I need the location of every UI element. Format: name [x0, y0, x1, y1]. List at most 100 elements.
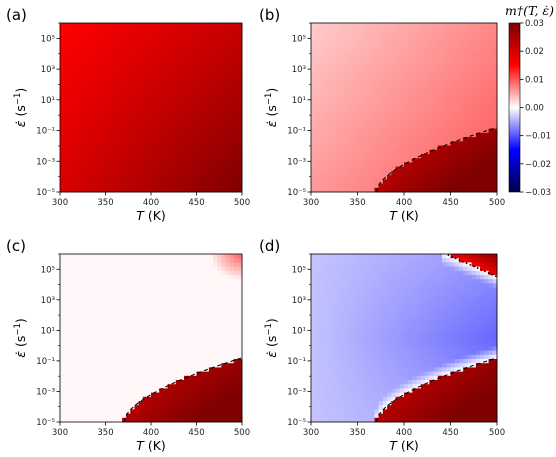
- heatmap-cell: [192, 417, 197, 423]
- heatmap-cell: [134, 103, 139, 108]
- heatmap-cell: [213, 162, 218, 168]
- heatmap-cell: [113, 137, 119, 142]
- heatmap-cell: [404, 31, 409, 37]
- heatmap-cell: [130, 321, 135, 326]
- heatmap-cell: [237, 27, 243, 32]
- heatmap-cell: [151, 258, 156, 263]
- heatmap-cell: [315, 120, 320, 125]
- heatmap-cell: [134, 175, 139, 180]
- heatmap-cell: [130, 384, 135, 389]
- heatmap-cell: [155, 304, 160, 309]
- heatmap-cell: [319, 115, 325, 121]
- heatmap-cell: [134, 107, 139, 113]
- heatmap-cell: [374, 77, 380, 83]
- heatmap-cell: [179, 384, 185, 389]
- heatmap-cell: [142, 111, 148, 117]
- heatmap-cell: [420, 27, 426, 32]
- heatmap-cell: [475, 23, 481, 28]
- heatmap-cell: [80, 296, 86, 301]
- heatmap-cell: [471, 153, 477, 159]
- heatmap-cell: [122, 39, 127, 45]
- heatmap-cell: [196, 270, 202, 276]
- heatmap-cell: [113, 56, 119, 62]
- heatmap-cell: [80, 329, 86, 335]
- heatmap-cell: [442, 149, 447, 155]
- heatmap-cell: [353, 187, 358, 193]
- heatmap-cell: [88, 162, 94, 168]
- heatmap-cell: [361, 27, 367, 32]
- heatmap-cell: [370, 170, 375, 176]
- heatmap-cell: [454, 65, 460, 70]
- heatmap-cell: [175, 367, 181, 372]
- heatmap-cell: [467, 99, 473, 104]
- heatmap-cell: [404, 183, 409, 189]
- heatmap-cell: [196, 65, 202, 70]
- heatmap-cell: [378, 65, 384, 70]
- heatmap-cell: [93, 175, 98, 180]
- heatmap-cell: [217, 35, 222, 41]
- heatmap-cell: [109, 312, 115, 318]
- heatmap-cell: [159, 279, 164, 284]
- heatmap-cell: [420, 137, 426, 142]
- heatmap-cell: [450, 179, 456, 184]
- heatmap-cell: [399, 170, 405, 176]
- heatmap-cell: [200, 342, 206, 347]
- heatmap-cell: [192, 162, 197, 168]
- heatmap-cell: [200, 304, 206, 309]
- heatmap-cell: [151, 388, 156, 393]
- heatmap-cell: [155, 166, 160, 172]
- heatmap-cell: [225, 86, 230, 92]
- heatmap-cell: [97, 279, 102, 284]
- heatmap-cell: [454, 23, 460, 28]
- heatmap-cell: [146, 145, 152, 151]
- heatmap-cell: [192, 187, 197, 193]
- heatmap-cell: [237, 166, 243, 172]
- heatmap-cell: [467, 115, 473, 121]
- heatmap-cell: [349, 94, 354, 100]
- heatmap-cell: [68, 367, 73, 372]
- heatmap-cell: [76, 145, 82, 151]
- heatmap-cell: [97, 65, 102, 70]
- heatmap-cell: [72, 39, 77, 45]
- heatmap-cell: [130, 350, 135, 356]
- heatmap-cell: [151, 23, 156, 28]
- heatmap-cell: [319, 120, 325, 125]
- heatmap-cell: [175, 23, 181, 28]
- heatmap-cell: [425, 124, 430, 130]
- heatmap-cell: [204, 149, 210, 155]
- heatmap-cell: [167, 342, 173, 347]
- heatmap-cell: [378, 69, 384, 75]
- heatmap-cell: [188, 367, 193, 372]
- heatmap-cell: [142, 396, 148, 402]
- heatmap-cell: [163, 359, 168, 364]
- heatmap-cell: [134, 132, 139, 138]
- heatmap-cell: [113, 124, 119, 130]
- heatmap-cell: [349, 44, 354, 49]
- heatmap-cell: [130, 149, 135, 155]
- heatmap-cell: [126, 405, 131, 410]
- heatmap-cell: [72, 73, 77, 79]
- heatmap-cell: [97, 287, 102, 293]
- heatmap-cell: [463, 90, 468, 96]
- heatmap-cell: [425, 31, 430, 37]
- heatmap-cell: [387, 27, 392, 32]
- heatmap-cell: [196, 23, 202, 28]
- heatmap-cell: [163, 124, 168, 130]
- heatmap-cell: [80, 270, 86, 276]
- heatmap-cell: [391, 39, 396, 45]
- heatmap-cell: [365, 56, 371, 62]
- heatmap-cell: [488, 158, 494, 163]
- heatmap-cell: [404, 107, 409, 113]
- heatmap-cell: [188, 291, 193, 297]
- heatmap-cell: [76, 141, 82, 146]
- heatmap-cell: [323, 56, 329, 62]
- heatmap-cell: [171, 69, 177, 75]
- heatmap-cell: [184, 153, 189, 159]
- heatmap-cell: [454, 90, 460, 96]
- heatmap-cell: [408, 183, 413, 189]
- heatmap-cell: [151, 354, 156, 360]
- heatmap-cell: [492, 86, 498, 92]
- heatmap-cell: [97, 283, 102, 288]
- heatmap-cell: [76, 329, 82, 335]
- heatmap-cell: [492, 48, 498, 53]
